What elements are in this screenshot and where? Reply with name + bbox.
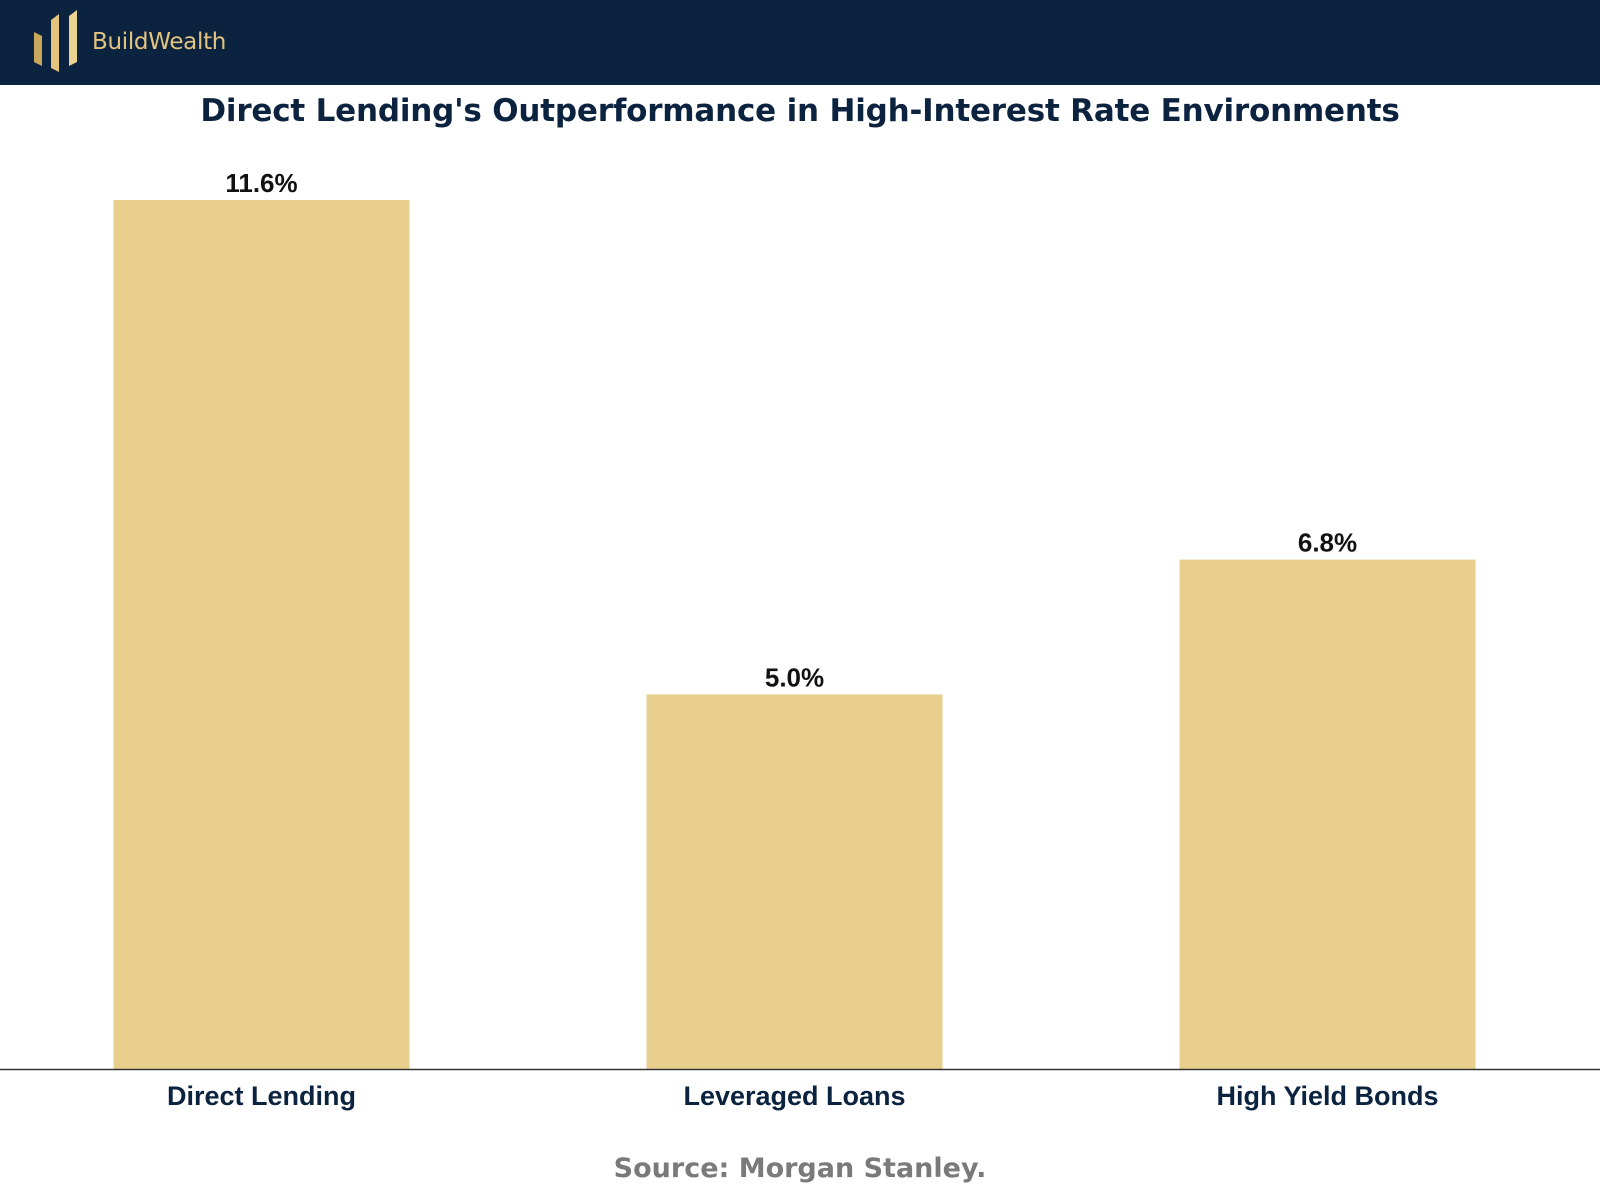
x-tick-label: Direct Lending	[167, 1081, 356, 1111]
chart-title: Direct Lending's Outperformance in High-…	[200, 93, 1400, 129]
x-tick-label: Leveraged Loans	[683, 1081, 905, 1111]
bar-chart: 11.6% Direct Lending 5.0% Leveraged Loans 6.…	[0, 168, 1600, 1111]
bar-direct-lending	[113, 200, 410, 1069]
data-label: 11.6%	[225, 168, 297, 198]
x-tick-label: High Yield Bonds	[1216, 1081, 1438, 1111]
header-bar: BuildWealth	[0, 0, 1600, 85]
bar-chart-logo-icon	[34, 10, 77, 72]
data-label: 5.0%	[765, 662, 824, 692]
brand-name: BuildWealth	[92, 29, 227, 55]
bar-high-yield-bonds	[1179, 559, 1476, 1069]
source-note: Source: Morgan Stanley.	[613, 1153, 987, 1184]
brand-logo[interactable]: BuildWealth	[34, 10, 226, 74]
data-label: 6.8%	[1298, 528, 1357, 558]
bar-leveraged-loans	[646, 694, 943, 1069]
